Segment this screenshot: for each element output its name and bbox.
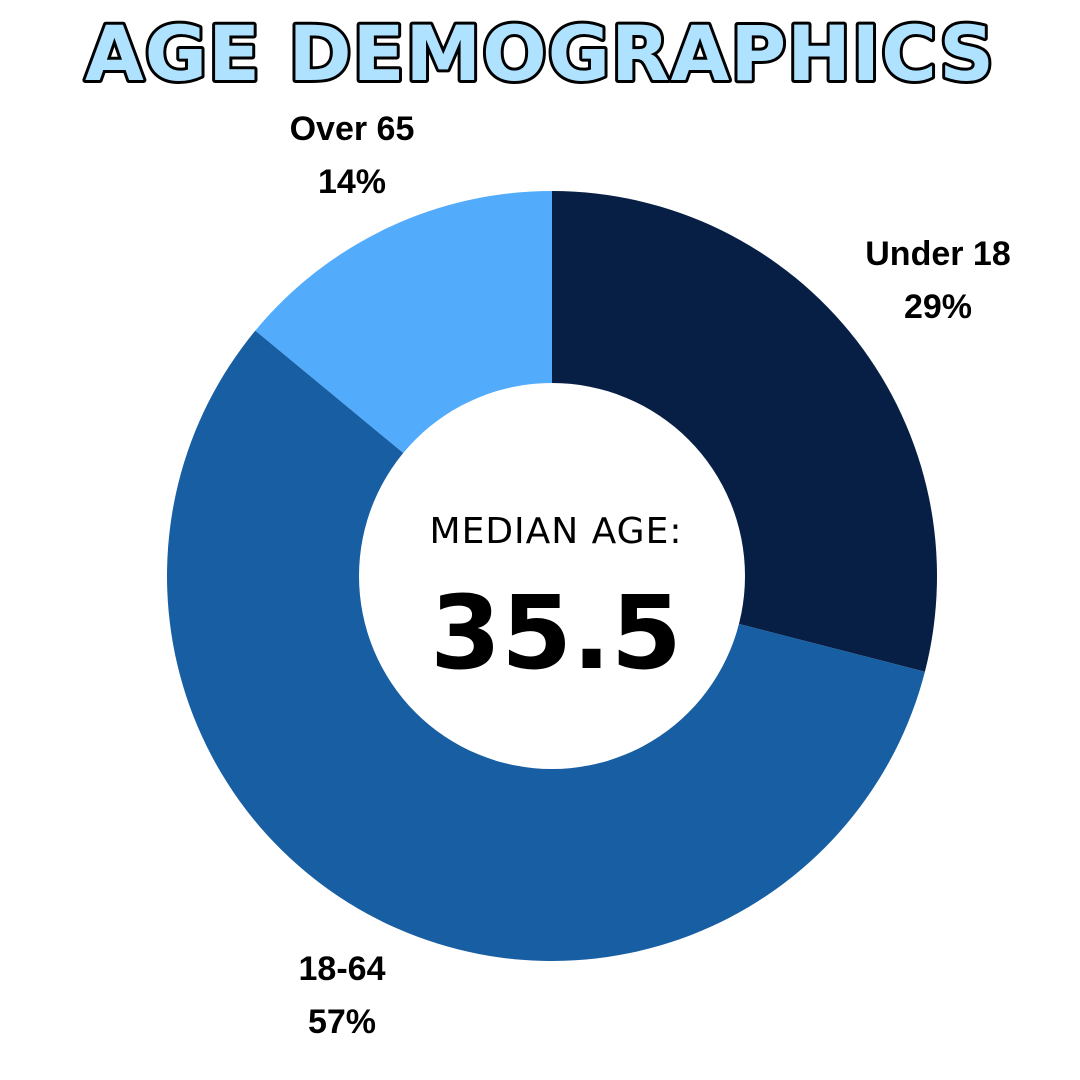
slice-name-label: Over 65 — [290, 110, 415, 148]
chart-title: AGE DEMOGRAPHICS — [85, 9, 995, 98]
median-age-value: 35.5 — [430, 574, 682, 693]
donut-hole — [359, 383, 745, 769]
median-age-caption: MEDIAN AGE: — [430, 511, 683, 552]
slice-name-label: Under 18 — [865, 235, 1011, 273]
slice-value-label: 29% — [904, 288, 972, 326]
slice-name-label: 18-64 — [299, 950, 386, 988]
slice-value-label: 14% — [318, 163, 386, 201]
slice-value-label: 57% — [308, 1003, 376, 1041]
slice-labels: Under 18 29% 18-64 57% Over 65 14% — [290, 110, 1011, 1041]
